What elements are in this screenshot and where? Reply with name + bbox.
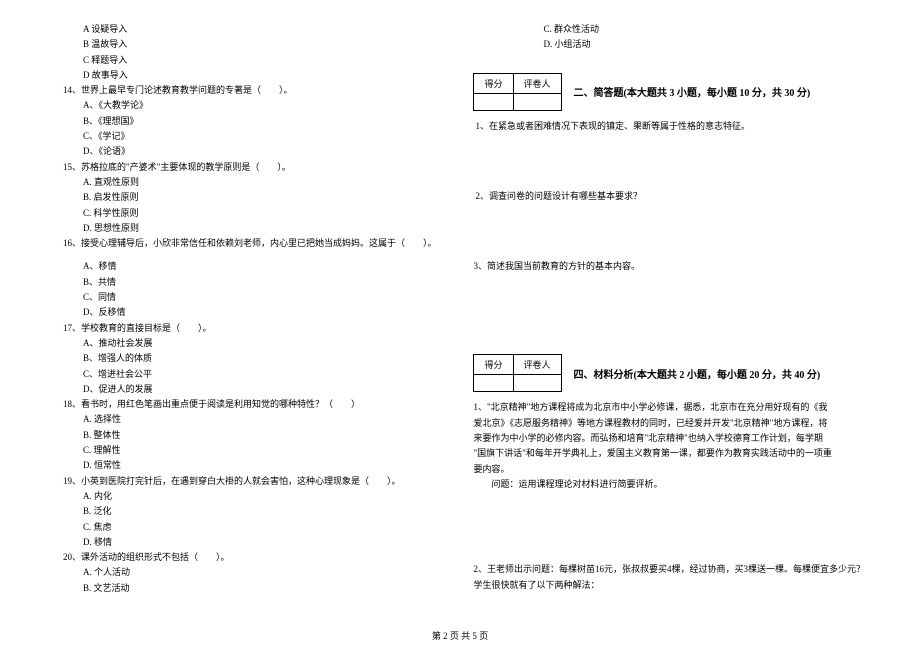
q15-opt-c: C. 科学性原则 bbox=[55, 206, 443, 221]
q17-opt-c: C、增进社会公平 bbox=[55, 367, 443, 382]
q16-opt-c: C、同情 bbox=[55, 290, 443, 305]
q16-opt-a: A、移情 bbox=[55, 259, 443, 274]
q18-opt-a: A. 选择性 bbox=[55, 412, 443, 427]
m2-line2: 学生很快就有了以下两种解法： bbox=[473, 578, 865, 593]
q13-opt-b: B 温故导入 bbox=[55, 37, 443, 52]
section4-header: 得分 评卷人 四、材料分析(本大题共 2 小题，每小题 20 分，共 40 分) bbox=[473, 354, 865, 392]
q19: 19、小英到医院打完针后，在遇到穿白大褂的人就会害怕，这种心理现象是（ ）。 bbox=[55, 474, 443, 489]
q19-opt-b: B. 泛化 bbox=[55, 504, 443, 519]
q18: 18、看书时，用红色笔画出重点便于阅读是利用知觉的哪种特性？（ ） bbox=[55, 397, 443, 412]
q20-opt-d: D. 小组活动 bbox=[473, 37, 865, 52]
q20-opt-b: B. 文艺活动 bbox=[55, 581, 443, 596]
score-table-4: 得分 评卷人 bbox=[473, 354, 561, 392]
q14-opt-a: A、《大教学论》 bbox=[55, 98, 443, 113]
q17-opt-b: B、增强人的体质 bbox=[55, 351, 443, 366]
score-table-2: 得分 评卷人 bbox=[473, 73, 561, 111]
q16-opt-b: B、共情 bbox=[55, 275, 443, 290]
section4-title: 四、材料分析(本大题共 2 小题，每小题 20 分，共 40 分) bbox=[574, 366, 821, 381]
score-header: 得分 bbox=[474, 73, 513, 93]
q13-opt-d: D 故事导入 bbox=[55, 68, 443, 83]
q16-opt-d: D、反移情 bbox=[55, 305, 443, 320]
material-q1: 1、"北京精神"地方课程将成为北京市中小学必修课，据悉，北京市在充分用好现有的《… bbox=[473, 400, 865, 492]
q20-opt-c: C. 群众性活动 bbox=[473, 22, 865, 37]
m1-line3: 来要作为中小学的必修内容。而弘扬和培育"北京精神"也纳入学校德育工作计划，每学期 bbox=[473, 431, 865, 446]
material-q2: 2、王老师出示问题：每棵树苗16元，张叔叔要买4棵，经过协商，买3棵送一棵。每棵… bbox=[473, 562, 865, 593]
q15-opt-d: D. 思想性原则 bbox=[55, 221, 443, 236]
m1-line2: 爱北京》《志愿服务精神》等地方课程教材的同时，已经爱并开发"北京精神"地方课程，… bbox=[473, 416, 865, 431]
m1-line4: "国旗下讲话"和每年开学典礼上，爱国主义教育第一课，都要作为教育实践活动中的一项… bbox=[473, 446, 865, 461]
m1-line1: 1、"北京精神"地方课程将成为北京市中小学必修课，据悉，北京市在充分用好现有的《… bbox=[473, 400, 865, 415]
rater-header: 评卷人 bbox=[513, 73, 561, 93]
section2-title: 二、简答题(本大题共 3 小题，每小题 10 分，共 30 分) bbox=[574, 84, 811, 99]
q17: 17、学校教育的直接目标是（ ）。 bbox=[55, 321, 443, 336]
q19-opt-a: A. 内化 bbox=[55, 489, 443, 504]
rater-header-4: 评卷人 bbox=[513, 355, 561, 375]
q19-opt-d: D. 移情 bbox=[55, 535, 443, 550]
q18-opt-c: C. 理解性 bbox=[55, 443, 443, 458]
score-header-4: 得分 bbox=[474, 355, 513, 375]
q13-opt-a: A 设疑导入 bbox=[55, 22, 443, 37]
sa-q3: 3、简述我国当前教育的方针的基本内容。 bbox=[473, 259, 865, 274]
page-footer: 第 2 页 共 5 页 bbox=[0, 629, 920, 642]
q20-opt-a: A. 个人活动 bbox=[55, 565, 443, 580]
q19-opt-c: C. 焦虑 bbox=[55, 520, 443, 535]
q14-opt-d: D、《论语》 bbox=[55, 144, 443, 159]
sa-q1: 1、在紧急或者困难情况下表现的镇定、果断等属于性格的意志特征。 bbox=[473, 119, 865, 134]
q15-opt-b: B. 启发性原则 bbox=[55, 190, 443, 205]
page: A 设疑导入 B 温故导入 C 释题导入 D 故事导入 14、世界上最早专门论述… bbox=[0, 0, 920, 650]
q14: 14、世界上最早专门论述教育教学问题的专著是（ ）。 bbox=[55, 83, 443, 98]
m2-line1: 2、王老师出示问题：每棵树苗16元，张叔叔要买4棵，经过协商，买3棵送一棵。每棵… bbox=[473, 562, 865, 577]
q17-opt-a: A、推动社会发展 bbox=[55, 336, 443, 351]
sa-q2: 2、调查问卷的问题设计有哪些基本要求？ bbox=[473, 189, 865, 204]
q14-opt-b: B、《理想国》 bbox=[55, 114, 443, 129]
q16: 16、接受心理辅导后，小欣非常信任和依赖刘老师，内心里已把她当成妈妈。这属于（ … bbox=[55, 236, 443, 251]
m1-question: 问题：运用课程理论对材料进行简要评析。 bbox=[473, 477, 865, 492]
q14-opt-c: C、《学记》 bbox=[55, 129, 443, 144]
m1-line5: 要内容。 bbox=[473, 462, 865, 477]
q17-opt-d: D、促进人的发展 bbox=[55, 382, 443, 397]
q15-opt-a: A. 直观性原则 bbox=[55, 175, 443, 190]
q20: 20、课外活动的组织形式不包括（ ）。 bbox=[55, 550, 443, 565]
q18-opt-b: B. 整体性 bbox=[55, 428, 443, 443]
section2-header: 得分 评卷人 二、简答题(本大题共 3 小题，每小题 10 分，共 30 分) bbox=[473, 73, 865, 111]
q18-opt-d: D. 恒常性 bbox=[55, 458, 443, 473]
q13-opt-c: C 释题导入 bbox=[55, 53, 443, 68]
q15: 15、苏格拉底的"产婆术"主要体现的教学原则是（ ）。 bbox=[55, 160, 443, 175]
left-column: A 设疑导入 B 温故导入 C 释题导入 D 故事导入 14、世界上最早专门论述… bbox=[40, 18, 458, 622]
right-column: C. 群众性活动 D. 小组活动 得分 评卷人 二、简答题(本大题共 3 小题，… bbox=[458, 18, 880, 622]
